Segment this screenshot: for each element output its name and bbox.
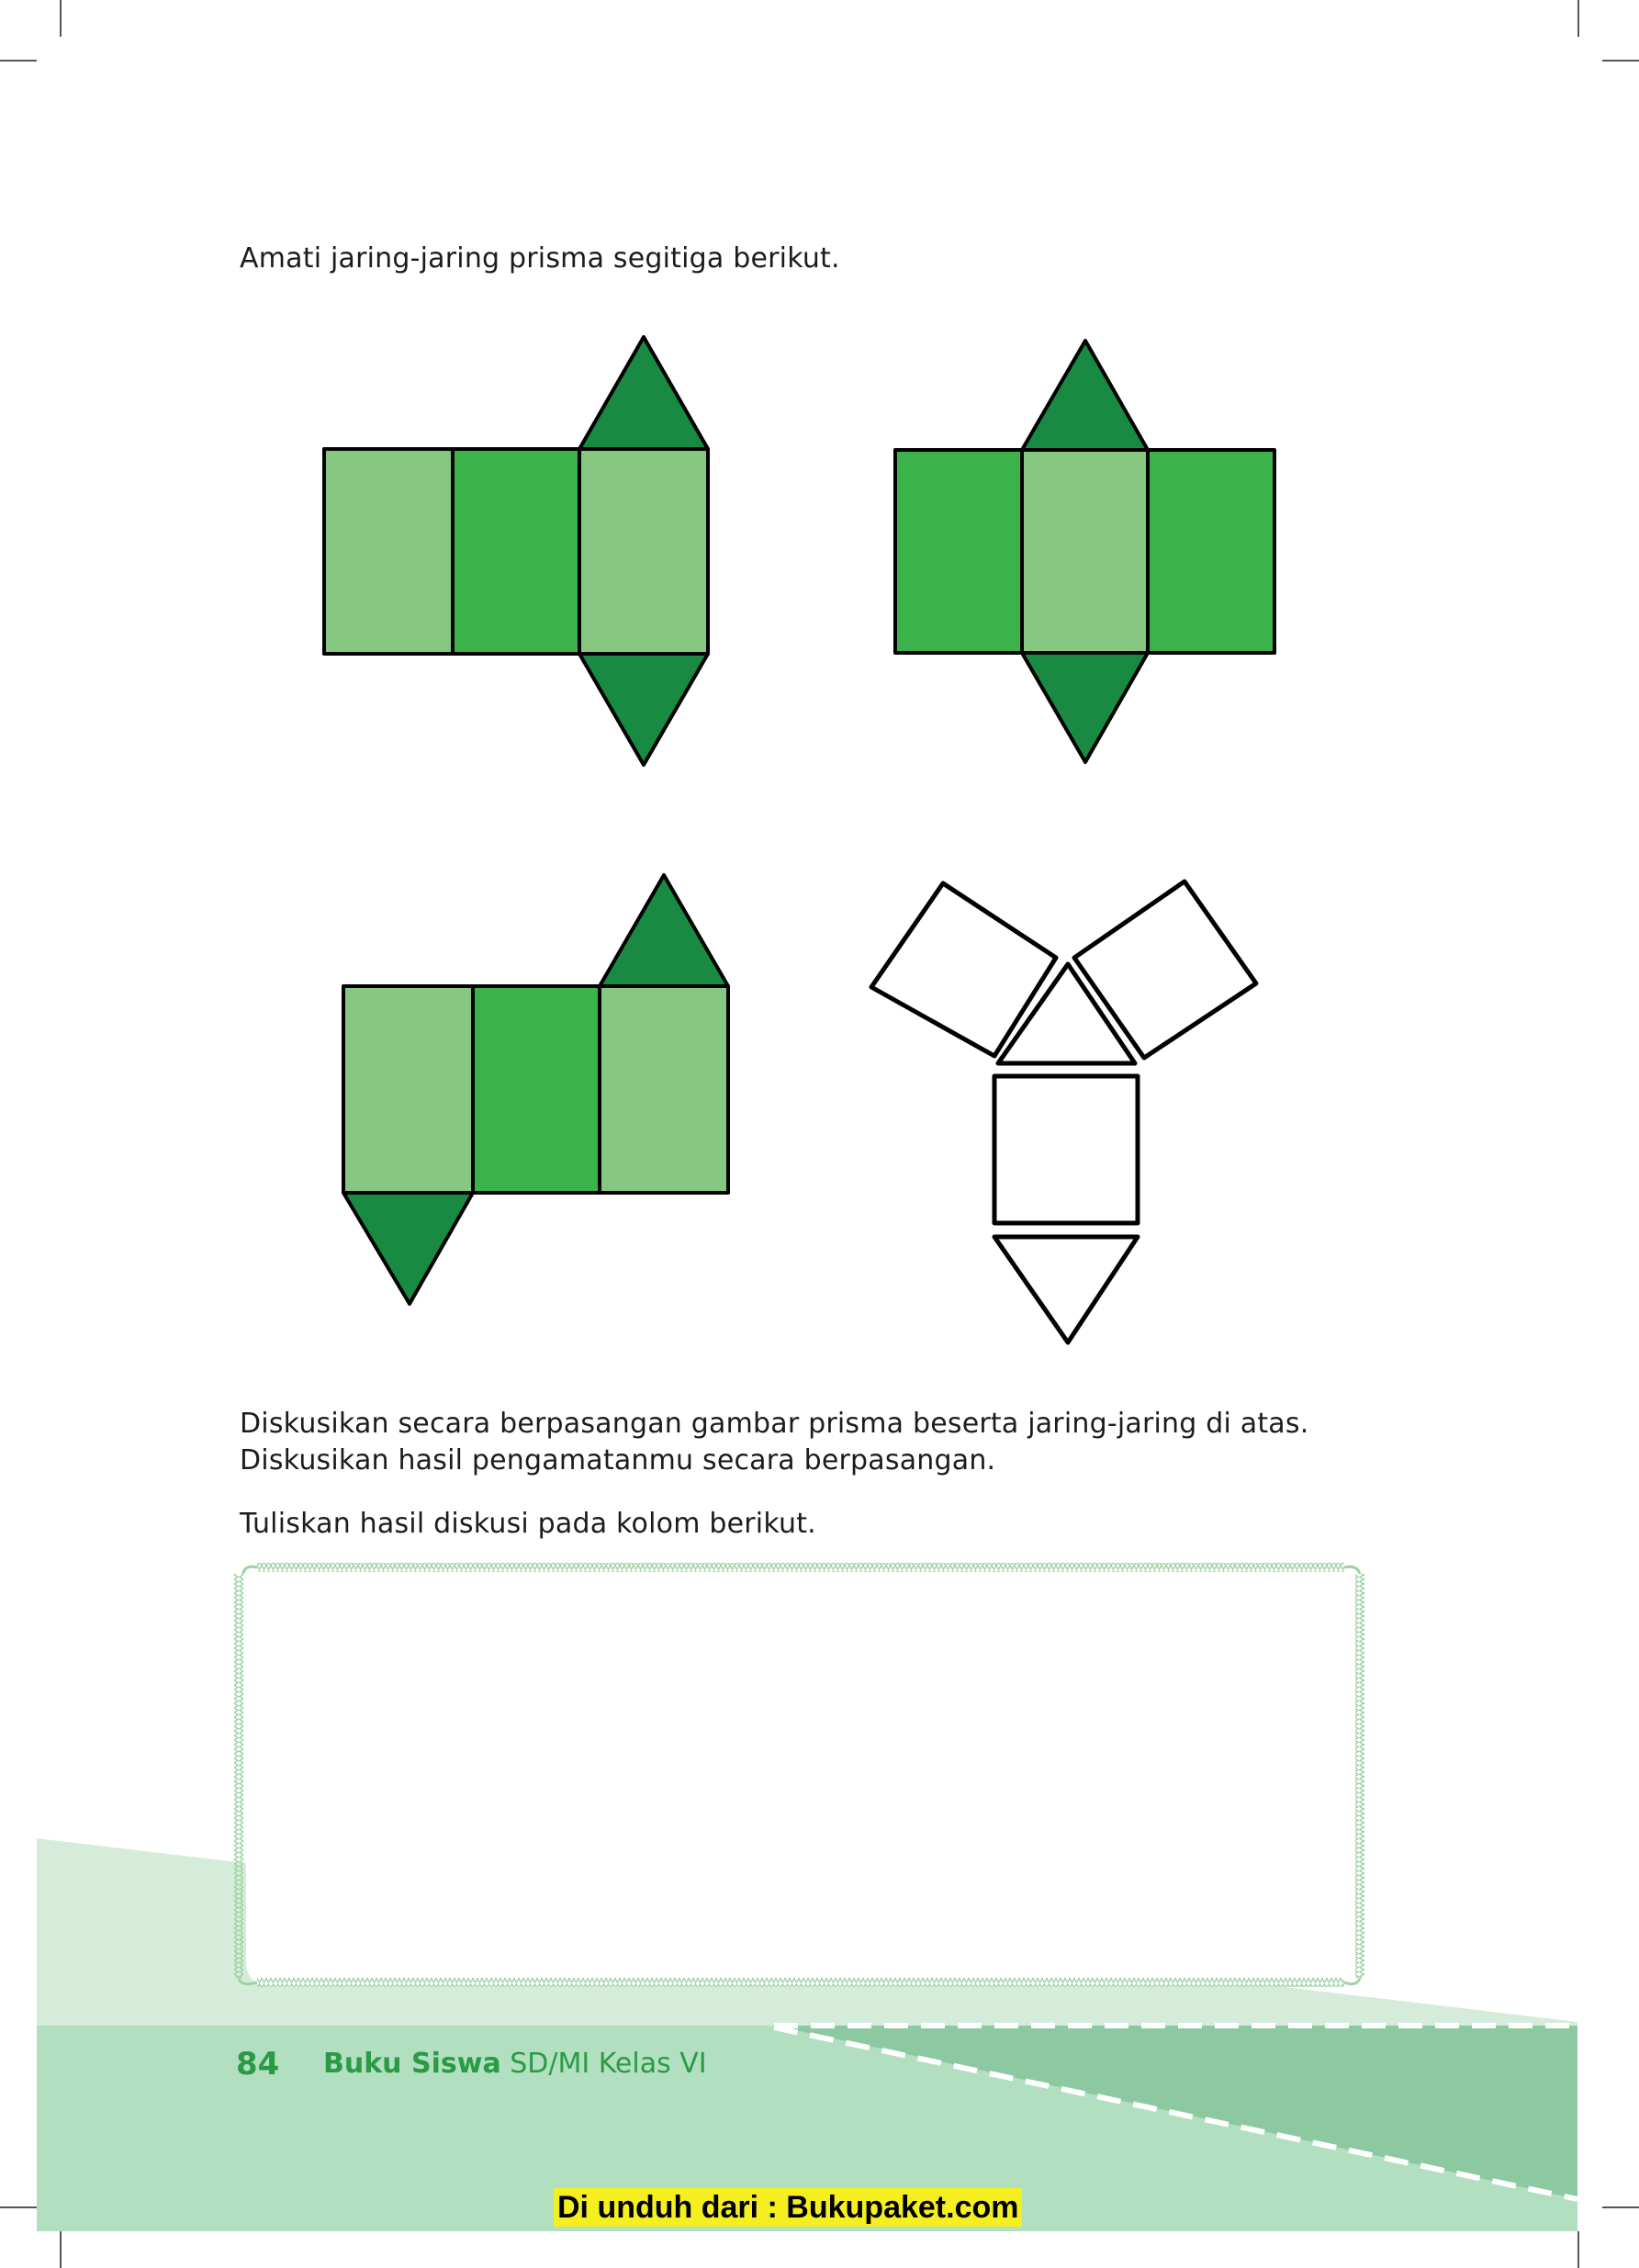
- discussion-line-2: Diskusikan hasil pengamatanmu secara ber…: [240, 1444, 996, 1476]
- crop-mark: [0, 60, 37, 62]
- net-1: [322, 335, 710, 767]
- net-3: [342, 873, 730, 1306]
- crop-mark: [60, 0, 62, 37]
- net-3-rect-a: [342, 984, 475, 1195]
- crop-mark: [1577, 0, 1579, 37]
- page-number: 84: [236, 2046, 280, 2083]
- net-2-rect-c: [1146, 448, 1276, 655]
- net-3-rect-c: [598, 984, 730, 1195]
- discussion-line-1: Diskusikan secara berpasangan gambar pri…: [240, 1408, 1309, 1440]
- book-title-rest: SD/MI Kelas VI: [500, 2048, 707, 2080]
- answer-box[interactable]: [253, 1575, 1350, 1977]
- download-notice: Di unduh dari : Bukupaket.com: [554, 2188, 1023, 2227]
- book-title-bold: Buku Siswa: [323, 2048, 501, 2080]
- net-4: [869, 879, 1259, 1345]
- net-4-center-triangle: [995, 961, 1138, 1066]
- net-2-rect-a: [893, 448, 1024, 655]
- net-4-right-square: [1072, 879, 1259, 1061]
- book-title: Buku Siswa SD/MI Kelas VI: [323, 2048, 707, 2080]
- crop-mark: [1577, 2231, 1579, 2268]
- crop-mark: [0, 2206, 37, 2208]
- net-4-bottom-triangle: [992, 1234, 1140, 1345]
- crop-mark: [1602, 2206, 1639, 2208]
- net-2: [893, 339, 1276, 764]
- discussion-line-3: Tuliskan hasil diskusi pada kolom beriku…: [240, 1508, 816, 1540]
- net-1-rect-c: [578, 447, 710, 656]
- net-2-rect-b: [1020, 448, 1150, 655]
- net-3-rect-b: [471, 984, 601, 1195]
- net-1-rect-a: [322, 447, 455, 656]
- crop-mark: [1602, 60, 1639, 62]
- net-4-left-square: [869, 881, 1059, 1059]
- net-4-bottom-square: [992, 1073, 1140, 1226]
- crop-mark: [60, 2231, 62, 2268]
- intro-text: Amati jaring-jaring prisma segitiga beri…: [240, 242, 840, 275]
